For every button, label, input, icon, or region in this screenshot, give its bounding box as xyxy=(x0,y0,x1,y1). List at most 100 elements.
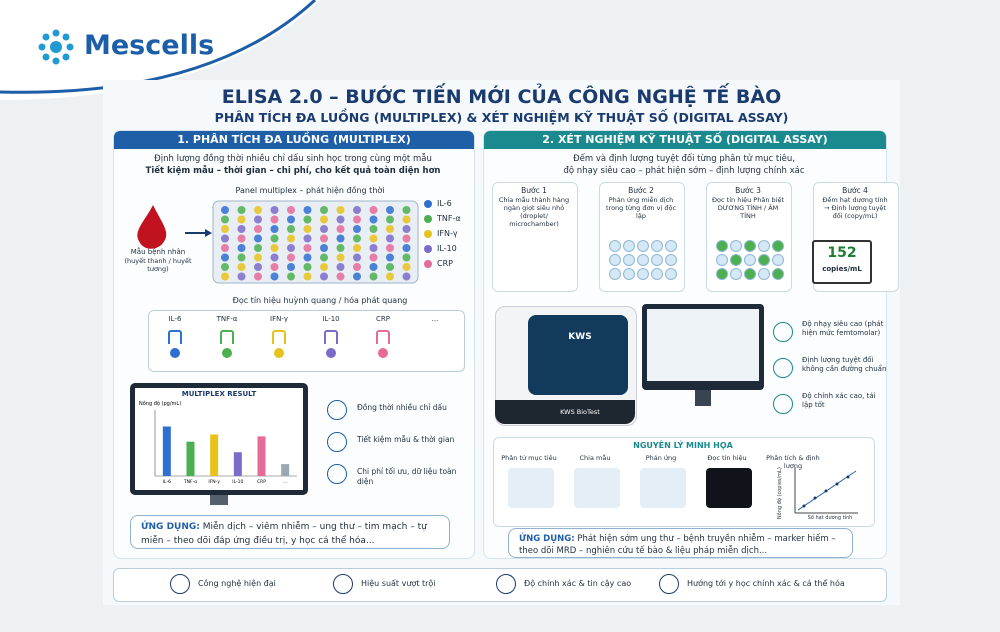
well xyxy=(254,234,262,243)
monitor-2-stand xyxy=(695,390,711,406)
antigen xyxy=(326,348,336,358)
well xyxy=(320,244,328,252)
x-tick-label: IFN-γ xyxy=(208,479,220,485)
droplet xyxy=(716,240,728,252)
footer-icon xyxy=(659,574,679,594)
well xyxy=(221,272,229,281)
well xyxy=(353,244,361,252)
well xyxy=(287,244,295,252)
antibody-label: CRP xyxy=(376,315,390,323)
device-base xyxy=(495,400,635,424)
well xyxy=(320,272,328,281)
left-intro: Định lượng đồng thời nhiều chỉ dấu sinh … xyxy=(154,154,432,164)
droplet xyxy=(651,240,663,252)
feature-text: Độ chính xác cao, tái lập tốt xyxy=(802,392,876,410)
well xyxy=(254,206,262,214)
y-axis-label: Nồng độ (pg/mL) xyxy=(139,399,181,407)
droplet xyxy=(744,240,756,252)
principle-panel xyxy=(640,468,686,508)
right-application: ỨNG DỤNG: Phát hiện sớm ung thư – bệnh t… xyxy=(508,528,853,558)
well xyxy=(237,253,246,262)
droplet xyxy=(623,254,635,266)
well xyxy=(320,263,328,271)
feature-icon xyxy=(773,322,793,342)
well xyxy=(353,234,361,243)
legend-swatch xyxy=(424,245,432,253)
left-intro: Tiết kiệm mẫu – thời gian – chi phí, cho… xyxy=(145,166,441,176)
well xyxy=(270,253,279,262)
well xyxy=(254,244,262,252)
monitor-2-screen xyxy=(647,309,759,381)
panel-label: Panel multiplex – phát hiện đồng thời xyxy=(235,186,385,195)
reading-label: Đọc tín hiệu huỳnh quang / hóa phát quan… xyxy=(232,296,408,305)
well xyxy=(336,206,345,214)
legend-swatch xyxy=(424,200,432,208)
droplet xyxy=(744,254,756,266)
droplet xyxy=(665,268,677,280)
principle-step: Phân tích & định lượng xyxy=(766,454,820,471)
droplet xyxy=(609,268,621,280)
well xyxy=(287,215,295,224)
calibration-plot xyxy=(794,467,858,514)
antibody-icon xyxy=(168,330,182,344)
well xyxy=(303,253,312,262)
subtitle: PHÂN TÍCH ĐA LUỒNG (MULTIPLEX) & XÉT NGH… xyxy=(214,110,789,125)
well xyxy=(254,263,262,271)
step-text: Đọc tín hiệu Phân biệt DƯƠNG TÍNH / ÂM T… xyxy=(712,196,784,221)
droplet xyxy=(623,268,635,280)
legend-swatch xyxy=(424,215,432,223)
antigen xyxy=(222,348,232,358)
well xyxy=(287,272,295,281)
antigen xyxy=(170,348,180,358)
well xyxy=(221,263,229,271)
step-title: Bước 1 xyxy=(521,186,547,195)
well xyxy=(320,206,328,214)
well xyxy=(369,244,378,252)
legend-swatch xyxy=(424,230,432,238)
well xyxy=(386,263,394,271)
well xyxy=(270,215,279,224)
footer-icon xyxy=(496,574,516,594)
left-heading: 1. PHÂN TÍCH ĐA LUỒNG (MULTIPLEX) xyxy=(114,131,474,149)
title: ELISA 2.0 – BƯỚC TIẾN MỚI CỦA CÔNG NGHỆ … xyxy=(221,86,782,108)
well xyxy=(386,225,394,233)
antigen xyxy=(274,348,284,358)
principle-box xyxy=(493,437,875,527)
droplet xyxy=(758,240,770,252)
well xyxy=(353,225,361,233)
device-front xyxy=(528,315,628,395)
well xyxy=(254,272,262,281)
principle-step: Đọc tín hiệu xyxy=(707,454,747,462)
bar xyxy=(281,464,290,476)
x-tick-label: CRP xyxy=(257,479,266,485)
x-tick-label: ... xyxy=(283,480,287,485)
well xyxy=(336,263,345,271)
feature-text: Đồng thời nhiều chỉ dấu xyxy=(357,403,447,412)
legend-label: IL-10 xyxy=(437,244,457,253)
antibody-label: ... xyxy=(431,315,439,323)
step-title: Bước 2 xyxy=(628,186,654,195)
bar xyxy=(257,436,266,476)
principle-x-label: Số hạt dương tính xyxy=(807,515,853,521)
principle-panel xyxy=(574,468,620,508)
well xyxy=(237,234,246,243)
plate-illustration xyxy=(137,200,419,284)
well xyxy=(303,272,312,281)
well xyxy=(221,206,229,214)
well xyxy=(336,272,345,281)
application-text: Miễn dịch – viêm nhiễm – ung thư – tim m… xyxy=(141,522,427,546)
right-intro: Đếm và định lượng tuyệt đối từng phân tử… xyxy=(573,154,795,164)
well xyxy=(287,234,295,243)
x-tick-label: TNF-α xyxy=(183,479,197,485)
well xyxy=(303,206,312,214)
result-display xyxy=(812,240,872,284)
droplet xyxy=(651,254,663,266)
droplet xyxy=(758,254,770,266)
antibody-icon xyxy=(324,330,338,344)
step-title: Bước 4 xyxy=(842,186,868,195)
droplet xyxy=(637,254,649,266)
well xyxy=(353,253,361,262)
